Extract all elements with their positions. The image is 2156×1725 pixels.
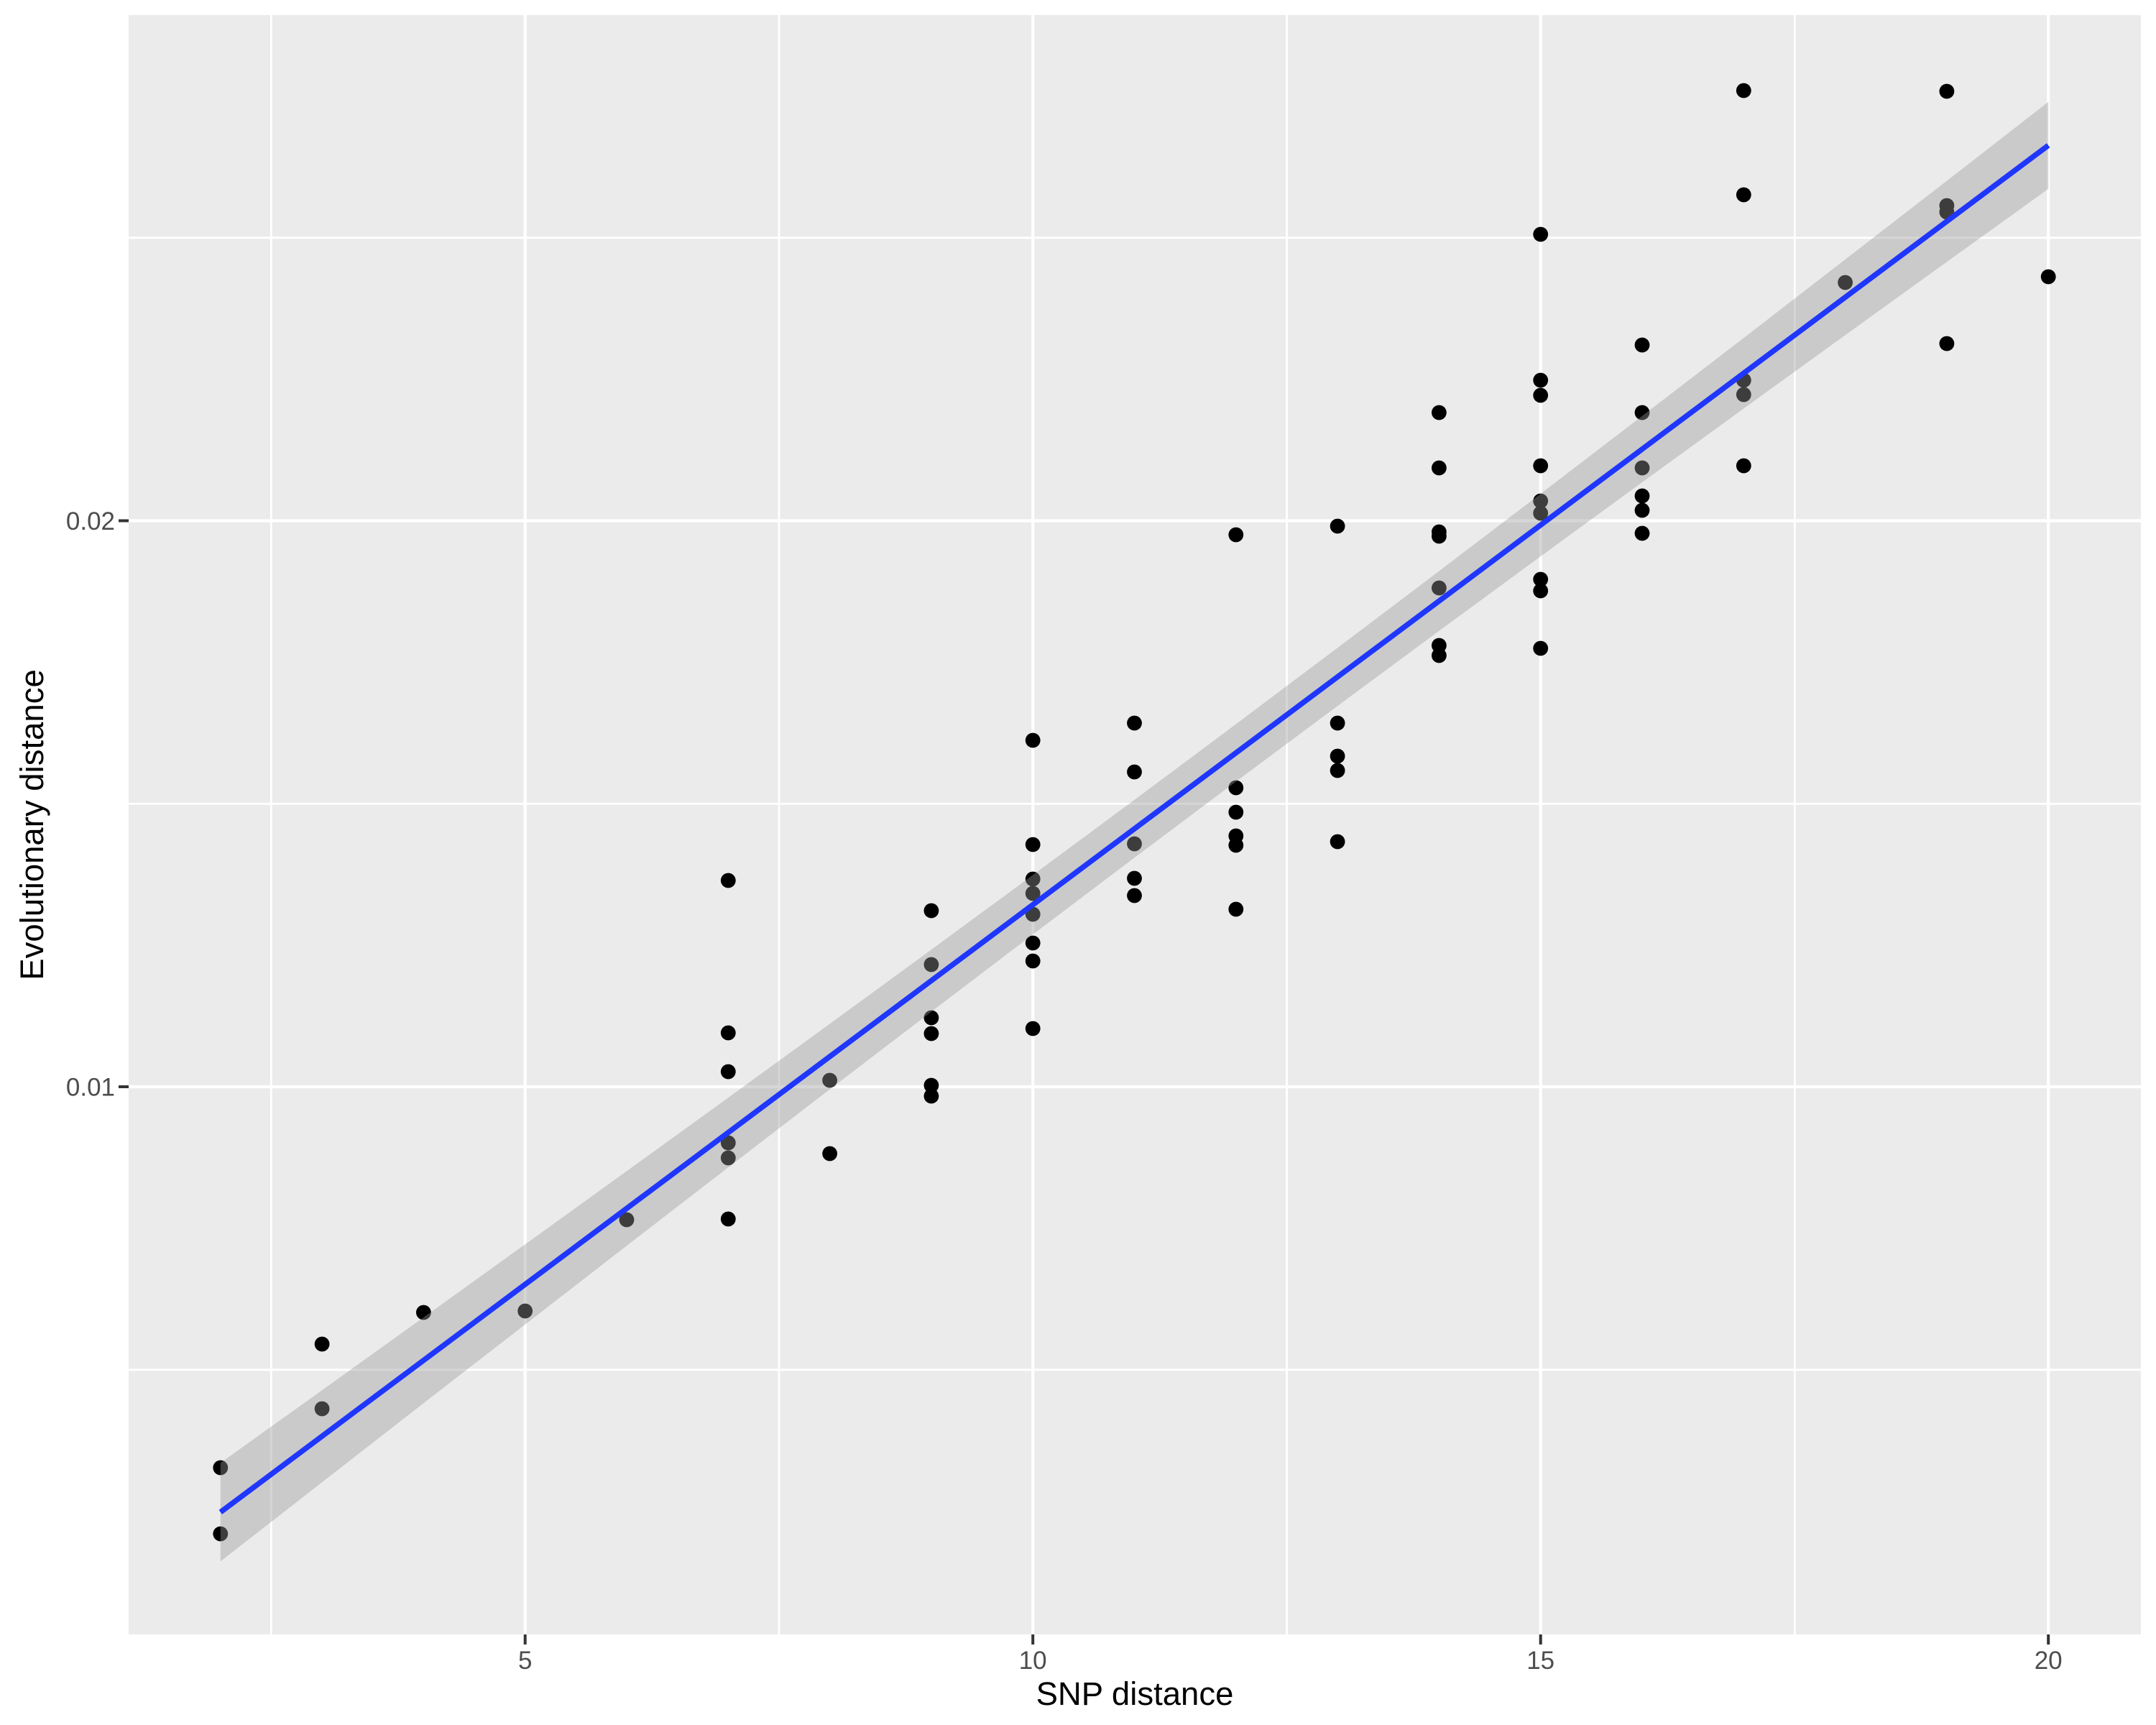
svg-text:0.02: 0.02 [66,507,115,535]
svg-text:5: 5 [518,1647,532,1675]
svg-text:15: 15 [1526,1647,1554,1675]
svg-text:20: 20 [2035,1647,2063,1675]
svg-text:10: 10 [1019,1647,1047,1675]
svg-text:0.01: 0.01 [66,1074,115,1102]
svg-text:SNP distance: SNP distance [1036,1675,1234,1712]
svg-text:Evolutionary distance: Evolutionary distance [14,669,50,980]
